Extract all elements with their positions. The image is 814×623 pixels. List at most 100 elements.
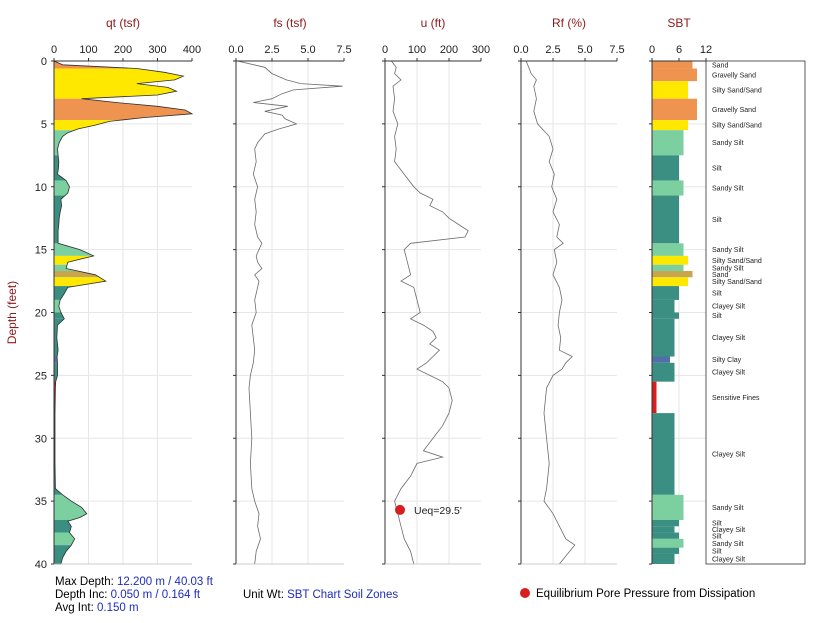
sbt-zone-label: Silty Sand/Sand xyxy=(712,258,762,265)
u-x-tick-label: 0 xyxy=(382,44,388,56)
depth-tick-label: 30 xyxy=(35,433,47,445)
rf-x-tick-label: 5.0 xyxy=(577,44,592,56)
qt-x-tick-label: 100 xyxy=(79,44,97,56)
u-x-tick-label: 100 xyxy=(408,44,426,56)
sbt-zone-bar xyxy=(652,526,675,533)
avg-int-value: 0.150 m xyxy=(97,602,139,614)
sbt-zone-bar xyxy=(652,81,688,99)
sbt-zone-label: Silt xyxy=(712,165,722,172)
u-x-tick-label: 300 xyxy=(472,44,490,56)
sbt-zone-bar xyxy=(652,532,679,539)
rf-x-tick-label: 2.5 xyxy=(545,44,560,56)
sbt-zone-label: Sandy Silt xyxy=(712,247,744,254)
depth-tick-label: 40 xyxy=(35,559,47,571)
sbt-x-tick-label: 0 xyxy=(649,44,655,56)
sbt-zone-label: Clayey Silt xyxy=(712,335,745,342)
sbt-zone-bar xyxy=(652,547,679,554)
fs-x-tick-label: 0.0 xyxy=(228,44,243,56)
legend-dot-icon xyxy=(520,588,530,598)
sbt-zone-bar xyxy=(652,286,679,300)
sbt-zone-label: Gravelly Sand xyxy=(712,107,756,114)
fs-x-tick-label: 5.0 xyxy=(300,44,315,56)
rf-title: Rf (%) xyxy=(552,16,586,30)
sbt-zone-label: Silt xyxy=(712,313,722,320)
sbt-title: SBT xyxy=(667,16,691,30)
sbt-zone-bar xyxy=(652,318,675,357)
sbt-zone-bar xyxy=(652,243,684,256)
sbt-zone-bar xyxy=(652,195,679,244)
fs-x-tick-label: 7.5 xyxy=(336,44,351,56)
qt-band xyxy=(54,68,192,99)
sbt-zone-label: Sandy Silt xyxy=(712,265,744,272)
sbt-x-tick-label: 12 xyxy=(700,44,712,56)
sbt-zone-bar xyxy=(652,299,675,313)
sbt-zone-label: Gravelly Sand xyxy=(712,72,756,79)
rf-x-tick-label: 7.5 xyxy=(609,44,624,56)
sbt-zone-bar xyxy=(652,155,679,181)
sbt-zone-label: Silt xyxy=(712,291,722,298)
legend-dot-label: Equilibrium Pore Pressure from Dissipati… xyxy=(536,588,756,600)
depth-axis-label: Depth (feet) xyxy=(5,281,19,344)
sbt-zone-bar xyxy=(652,271,693,278)
depth-tick-label: 10 xyxy=(35,182,47,194)
avg-int-row: Avg Int: 0.150 m xyxy=(55,602,139,614)
sbt-zone-label: Sandy Silt xyxy=(712,541,744,548)
u-x-tick-label: 200 xyxy=(440,44,458,56)
sbt-zone-label: Clayey Silt xyxy=(712,451,745,458)
sbt-zone-label: Silty Sand/Sand xyxy=(712,279,762,286)
fs-profile-line xyxy=(237,60,343,565)
qt-x-tick-label: 0 xyxy=(51,44,57,56)
sbt-zone-bar xyxy=(652,180,684,196)
depth-tick-label: 0 xyxy=(41,56,47,68)
sbt-zone-label: Clayey Silt xyxy=(712,370,745,377)
sbt-zone-label: Clayey Silt xyxy=(712,304,745,311)
max-depth-value: 12.200 m / 40.03 ft xyxy=(117,576,213,588)
sbt-x-tick-label: 6 xyxy=(676,44,682,56)
qt-profile-line xyxy=(53,60,194,565)
qt-x-tick-label: 200 xyxy=(114,44,132,56)
sbt-zone-label: Clayey Silt xyxy=(712,527,745,534)
fs-x-tick-label: 2.5 xyxy=(264,44,279,56)
avg-int-label: Avg Int: xyxy=(55,602,94,614)
u-profile-line xyxy=(391,60,469,565)
sbt-zone-bar xyxy=(652,277,688,287)
depth-tick-label: 5 xyxy=(41,119,47,131)
sbt-zone-label: Sensitive Fines xyxy=(712,395,760,402)
depth-tick-label: 15 xyxy=(35,245,47,257)
depth-inc-label: Depth Inc: xyxy=(55,589,108,601)
unit-wt-value: SBT Chart Soil Zones xyxy=(287,589,399,601)
qt-title: qt (tsf) xyxy=(106,16,140,30)
sbt-zone-bar xyxy=(652,264,684,272)
sbt-zone-label: Sand xyxy=(712,62,728,69)
ueq-marker xyxy=(395,504,405,515)
sbt-zone-bar xyxy=(652,61,693,69)
sbt-zone-bar xyxy=(652,362,675,382)
qt-x-tick-label: 300 xyxy=(148,44,166,56)
sbt-zone-label: Sandy Silt xyxy=(712,140,744,147)
sbt-zone-bar xyxy=(652,494,684,520)
sbt-zone-label: Silty Sand/Sand xyxy=(712,87,762,94)
unit-wt-row: Unit Wt: SBT Chart Soil Zones xyxy=(243,589,398,601)
sbt-zone-bar xyxy=(652,68,697,82)
rf-profile-line xyxy=(525,60,576,565)
depth-inc-row: Depth Inc: 0.050 m / 0.164 ft xyxy=(55,589,200,601)
depth-tick-label: 20 xyxy=(35,308,47,320)
unit-wt-label: Unit Wt: xyxy=(243,589,284,601)
max-depth-row: Max Depth: 12.200 m / 40.03 ft xyxy=(55,576,213,588)
sbt-label-frame xyxy=(705,60,806,565)
sbt-zone-label: Clayey Silt xyxy=(712,556,745,563)
sbt-zone-bar xyxy=(652,312,679,319)
sbt-zone-bar xyxy=(652,98,697,121)
sbt-zone-bar xyxy=(652,255,688,265)
max-depth-label: Max Depth: xyxy=(55,576,114,588)
sbt-zone-label: Sandy Silt xyxy=(712,186,744,193)
dissipation-legend: Equilibrium Pore Pressure from Dissipati… xyxy=(520,588,755,600)
depth-tick-label: 25 xyxy=(35,370,47,382)
sbt-zone-bar xyxy=(652,356,670,363)
rf-x-tick-label: 0.0 xyxy=(513,44,528,56)
sbt-zone-bar xyxy=(652,538,684,548)
sbt-zone-bar xyxy=(652,381,657,414)
ueq-label: Ueq=29.5' xyxy=(414,505,462,517)
sbt-zone-label: Sand xyxy=(712,272,728,279)
